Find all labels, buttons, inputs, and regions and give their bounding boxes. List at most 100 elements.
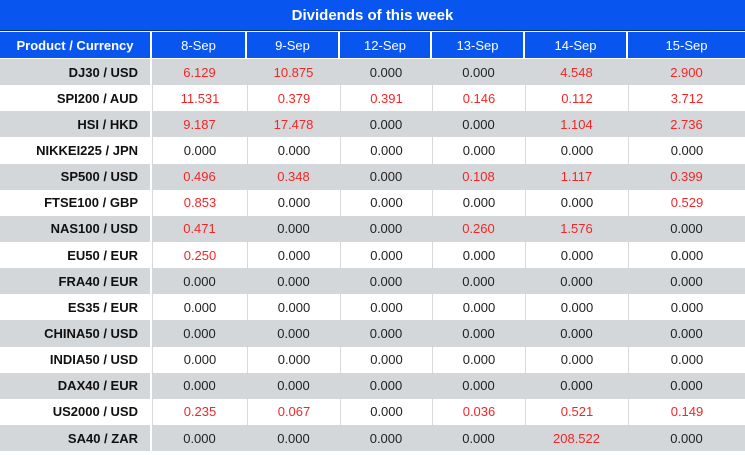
- dividend-value: 2.900: [670, 64, 703, 80]
- table-row: US2000 / USD 0.235 0.067 0.000 0.036 0.521 0.1…: [0, 398, 745, 425]
- product-currency-label: DJ30 / USD: [0, 59, 152, 86]
- dividend-value: 1.576: [560, 221, 593, 237]
- dividend-value: 0.000: [247, 294, 340, 321]
- dividend-value: 0.260: [462, 221, 495, 237]
- dividend-value: 0.000: [628, 346, 745, 373]
- product-currency-label: DAX40 / EUR: [0, 372, 152, 399]
- dividend-value: 0.000: [340, 241, 432, 269]
- dividend-value: 0.000: [277, 221, 310, 237]
- product-currency-label: US2000 / USD: [0, 398, 152, 425]
- dividend-value: 0.000: [670, 430, 703, 446]
- table-row: CHINA50 / USD 0.000 0.000 0.000 0.000 0.000 0.…: [0, 320, 745, 347]
- dividend-value: 0.235: [152, 398, 247, 425]
- dividend-value: 9.187: [183, 116, 216, 132]
- dividend-value: 0.000: [560, 378, 593, 394]
- dividend-value: 0.000: [670, 378, 703, 394]
- dividend-value: 0.000: [277, 273, 310, 289]
- product-currency-header: Product / Currency: [0, 32, 152, 58]
- dividend-value: 0.112: [525, 85, 628, 112]
- dividend-value: 0.000: [525, 241, 628, 269]
- dividend-value: 0.000: [369, 430, 403, 446]
- product-currency-label: SP500 / USD: [0, 163, 152, 190]
- dividend-value: 0.000: [277, 378, 310, 394]
- dividend-value: 0.000: [432, 294, 525, 321]
- dividend-value: 0.853: [152, 189, 247, 216]
- table-row: SP500 / USD 0.496 0.348 0.000 0.108 1.117 0.39…: [0, 163, 745, 190]
- dividend-value: 0.149: [628, 398, 745, 425]
- dividend-value: 0.000: [525, 189, 628, 216]
- dividend-value: 208.522: [553, 430, 600, 446]
- dividend-value: 0.391: [340, 85, 432, 112]
- dividend-value: 0.521: [525, 398, 628, 425]
- dividend-value: 0.250: [152, 241, 247, 269]
- dividend-value: 0.000: [152, 294, 247, 321]
- dividend-value: 0.000: [247, 241, 340, 269]
- dividend-value: 0.000: [462, 273, 495, 289]
- dividend-value: 0.000: [432, 189, 525, 216]
- dividend-value: 3.712: [628, 85, 745, 112]
- dividend-value: 0.000: [628, 294, 745, 321]
- dividend-value: 0.000: [525, 294, 628, 321]
- product-currency-label: EU50 / EUR: [0, 241, 152, 269]
- product-currency-label: NAS100 / USD: [0, 215, 152, 242]
- dividend-value: 0.000: [628, 137, 745, 164]
- dividend-value: 0.000: [670, 325, 703, 341]
- dividend-value: 0.399: [670, 169, 703, 185]
- product-currency-label: NIKKEI225 / JPN: [0, 137, 152, 164]
- table-row: NAS100 / USD 0.471 0.000 0.000 0.260 1.576 0.0…: [0, 215, 745, 242]
- product-currency-label: INDIA50 / USD: [0, 346, 152, 373]
- table-row: DAX40 / EUR 0.000 0.000 0.000 0.000 0.000 0.00…: [0, 372, 745, 399]
- dividend-value: 0.000: [152, 137, 247, 164]
- dividend-value: 0.000: [670, 221, 703, 237]
- date-column-header: 9-Sep: [247, 32, 340, 58]
- table-row: FRA40 / EUR 0.000 0.000 0.000 0.000 0.000 0.00…: [0, 268, 745, 295]
- dividend-value: 6.129: [183, 64, 216, 80]
- dividend-value: 0.000: [369, 64, 403, 80]
- dividend-value: 0.000: [340, 346, 432, 373]
- dividend-value: 0.000: [369, 221, 403, 237]
- dividend-value: 0.000: [628, 241, 745, 269]
- dividend-value: 0.000: [369, 116, 403, 132]
- date-column-header: 15-Sep: [628, 32, 745, 58]
- dividend-value: 17.478: [273, 116, 314, 132]
- table-title: Dividends of this week: [0, 0, 745, 31]
- dividend-value: 0.000: [183, 378, 216, 394]
- dividend-value: 0.000: [369, 325, 403, 341]
- dividend-value: 0.000: [432, 346, 525, 373]
- product-currency-label: SA40 / ZAR: [0, 424, 152, 452]
- date-column-header: 13-Sep: [432, 32, 525, 58]
- dividend-value: 0.000: [247, 346, 340, 373]
- dividend-value: 0.000: [183, 430, 216, 446]
- dividend-value: 0.108: [462, 169, 495, 185]
- dividend-value: 0.000: [525, 137, 628, 164]
- date-column-header: 14-Sep: [525, 32, 628, 58]
- table-row: EU50 / EUR 0.250 0.000 0.000 0.000 0.000 0.000: [0, 241, 745, 269]
- dividend-value: 0.000: [369, 273, 403, 289]
- dividend-value: 0.000: [340, 398, 432, 425]
- dividend-value: 0.496: [183, 169, 216, 185]
- dividend-value: 0.000: [432, 137, 525, 164]
- dividend-value: 0.146: [432, 85, 525, 112]
- dividend-value: 1.104: [560, 116, 593, 132]
- dividend-value: 0.471: [183, 221, 216, 237]
- dividend-value: 0.000: [432, 241, 525, 269]
- dividend-value: 0.529: [628, 189, 745, 216]
- dividend-value: 0.000: [462, 378, 495, 394]
- dividend-value: 0.000: [277, 325, 310, 341]
- dividend-value: 0.000: [183, 325, 216, 341]
- dividend-value: 0.000: [247, 189, 340, 216]
- table-row: DJ30 / USD 6.129 10.875 0.000 0.000 4.548 2.90…: [0, 59, 745, 86]
- table-row: NIKKEI225 / JPN 0.000 0.000 0.000 0.000 0.000…: [0, 137, 745, 164]
- table-body: DJ30 / USD 6.129 10.875 0.000 0.000 4.548 2.90…: [0, 59, 745, 455]
- product-currency-label: FRA40 / EUR: [0, 268, 152, 295]
- table-row: SPI200 / AUD 11.531 0.379 0.391 0.146 0.112 3.…: [0, 85, 745, 112]
- dividend-value: 4.548: [560, 64, 593, 80]
- dividend-value: 0.000: [340, 189, 432, 216]
- table-row: INDIA50 / USD 0.000 0.000 0.000 0.000 0.000 0.…: [0, 346, 745, 373]
- column-header-row: Product / Currency 8-Sep 9-Sep 12-Sep 13-Sep…: [0, 32, 745, 59]
- dividend-value: 0.036: [432, 398, 525, 425]
- product-currency-label: HSI / HKD: [0, 111, 152, 138]
- dividend-value: 0.000: [183, 273, 216, 289]
- dividend-value: 0.379: [247, 85, 340, 112]
